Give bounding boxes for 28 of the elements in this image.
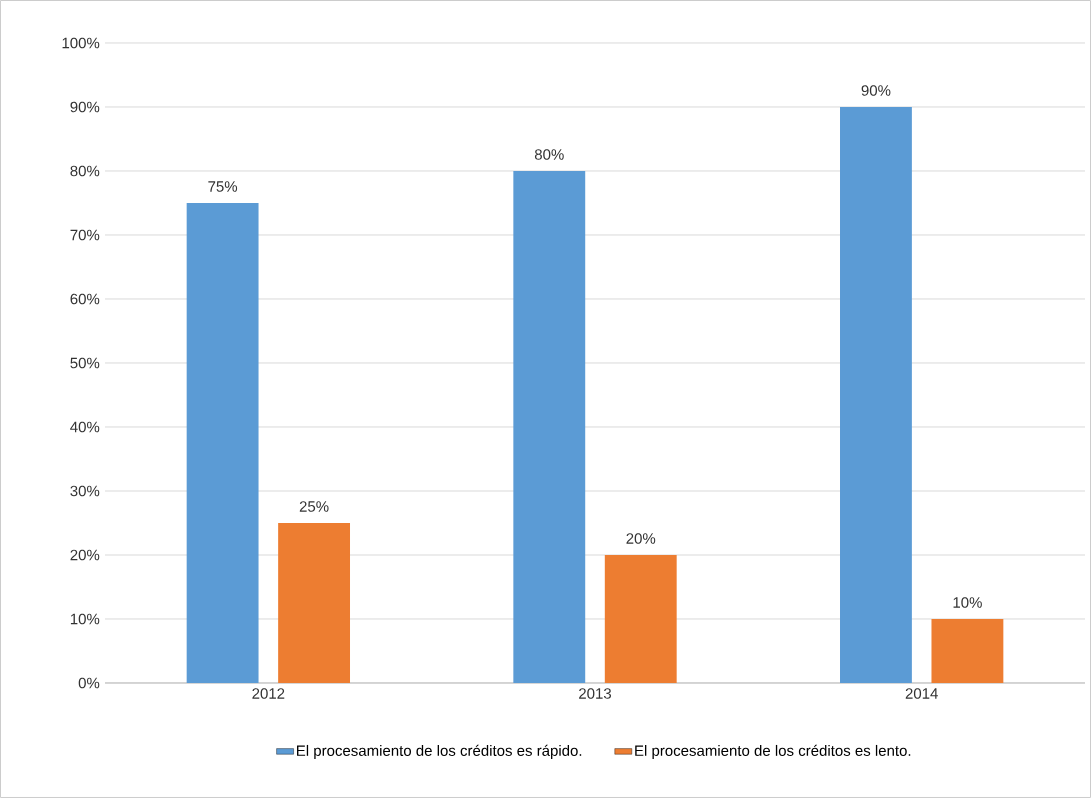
- data-label: 75%: [208, 181, 238, 192]
- y-tick-label: 50%: [70, 357, 100, 369]
- legend-label: El procesamiento de los créditos es rápido.: [297, 744, 582, 759]
- y-tick-label: 40%: [70, 421, 100, 433]
- y-tick-label: 90%: [70, 101, 100, 113]
- data-label: 80%: [534, 149, 564, 160]
- x-tick-label: 2012: [252, 688, 285, 699]
- y-tick-label: 20%: [70, 549, 100, 561]
- bar: [186, 202, 259, 683]
- data-label: 90%: [861, 85, 891, 96]
- bar: [931, 618, 1004, 683]
- data-label: 10%: [953, 597, 982, 608]
- data-label: 25%: [299, 501, 329, 512]
- y-tick-label: 80%: [70, 165, 100, 177]
- legend-label: El procesamiento de los créditos es lento.: [635, 744, 911, 759]
- y-tick-label: 100%: [62, 37, 100, 49]
- y-tick-label: 60%: [70, 293, 100, 305]
- y-tick-label: 30%: [70, 485, 100, 497]
- x-tick-label: 2014: [905, 688, 938, 699]
- bar: [513, 170, 586, 683]
- y-tick-label: 0%: [78, 677, 100, 689]
- bar: [604, 554, 677, 683]
- y-tick-label: 10%: [70, 613, 100, 625]
- y-tick-label: 70%: [70, 229, 100, 241]
- data-label: 20%: [626, 533, 656, 544]
- bar: [278, 522, 351, 683]
- x-tick-label: 2013: [579, 688, 612, 699]
- bar: [840, 106, 912, 683]
